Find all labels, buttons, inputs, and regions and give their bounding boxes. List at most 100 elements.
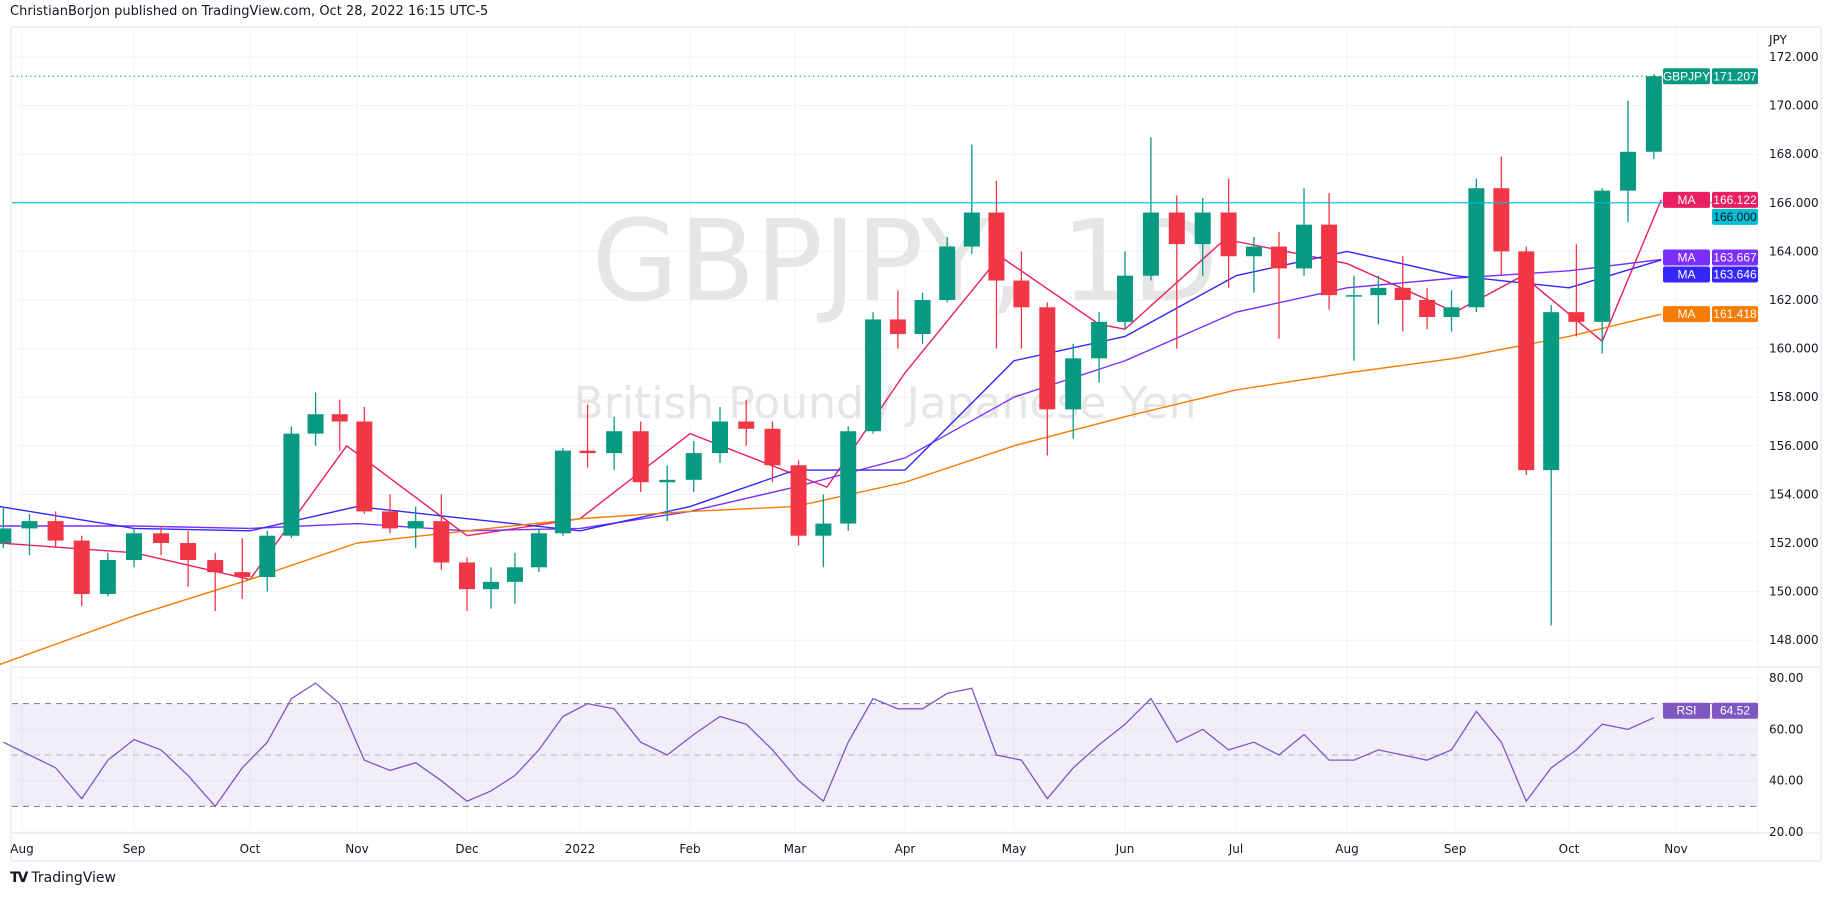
candle-body [914, 300, 931, 335]
candle-body [1419, 300, 1436, 318]
time-tick-label: Jul [1228, 842, 1243, 856]
candle-body [1142, 212, 1159, 276]
ma200-value: 161.418 [1713, 307, 1757, 321]
candle [1168, 195, 1185, 349]
candle [356, 406, 373, 514]
candle [865, 312, 882, 434]
candle-body [99, 560, 116, 595]
candle [1493, 156, 1510, 276]
time-tick-label: Sep [123, 842, 146, 856]
ma100-value-tag [1712, 249, 1758, 266]
candle [1270, 231, 1287, 339]
candle [506, 552, 523, 604]
candle [207, 552, 224, 612]
candle [153, 525, 170, 556]
candle [1568, 244, 1585, 337]
price-tick-label: 164.000 [1769, 244, 1819, 258]
ma50-value: 163.646 [1713, 267, 1757, 281]
candle-body [1568, 312, 1585, 322]
candle-body [1039, 307, 1056, 410]
tradingview-logo[interactable]: TV TradingView [10, 870, 116, 886]
candle [764, 421, 781, 483]
candle-body [1117, 275, 1133, 322]
candle [914, 292, 931, 344]
candle [738, 399, 755, 446]
candle-body [259, 535, 276, 578]
candle-body [21, 521, 38, 529]
candle-body [1518, 251, 1535, 471]
candle-body [1394, 287, 1411, 300]
candle [1620, 100, 1637, 223]
last-price-label-tag [1663, 68, 1710, 85]
candle-body [1493, 188, 1510, 252]
candle [530, 528, 547, 573]
candle-body [963, 212, 980, 247]
time-tick-label: Aug [10, 842, 33, 856]
candle [1142, 137, 1159, 281]
price-tick-label: 152.000 [1769, 536, 1819, 550]
ma20-label: MA [1678, 193, 1696, 207]
price-tags: GBPJPY 171.207 MA 166.122 166.000 MA 163.667 MA… [1663, 68, 1758, 719]
candle-body [1443, 307, 1460, 318]
candle-body [865, 319, 882, 432]
price-tick-label: 166.000 [1769, 196, 1819, 210]
candle [1419, 287, 1436, 330]
candle [234, 538, 251, 599]
last-price-value-tag [1712, 68, 1758, 85]
candle [0, 506, 12, 548]
last-price-value: 171.207 [1713, 69, 1757, 83]
candle-body [606, 431, 623, 454]
candle [1091, 312, 1108, 383]
candle-body [207, 560, 224, 573]
candle [685, 440, 702, 492]
candle-body [482, 581, 499, 590]
candle [889, 290, 906, 349]
candle-body [1468, 188, 1485, 308]
hline-value: 166.000 [1713, 210, 1757, 224]
candle-body [764, 428, 781, 466]
ma20-label-tag [1663, 191, 1710, 208]
candle-body [331, 414, 348, 422]
axes: 172.000 170.000 168.000 166.000 164.000 162.0… [10, 27, 1820, 856]
candle-body [307, 414, 324, 434]
candle-body [47, 521, 64, 541]
rsi-line [3, 682, 1655, 808]
candle [1543, 304, 1560, 626]
watermark-symbol: GBPJPY, 1D [592, 197, 1218, 327]
candle-body [459, 562, 475, 590]
candle [331, 399, 348, 451]
candle-body [1270, 246, 1287, 269]
candle-body [1345, 295, 1362, 297]
candle [1220, 178, 1237, 288]
rsi-pane [3, 682, 1758, 808]
candle-body [988, 212, 1005, 281]
candle-body [382, 511, 398, 529]
candle-body [738, 421, 755, 429]
time-tick-label: 2022 [565, 842, 596, 856]
ma50-label-tag [1663, 266, 1710, 283]
candle-body [73, 540, 90, 595]
candle-body [1245, 246, 1262, 257]
grid [12, 27, 1758, 833]
candle-body [790, 465, 807, 536]
candle-body [1543, 312, 1560, 471]
candle [1594, 188, 1611, 354]
candle-body [153, 533, 170, 543]
candle [407, 506, 424, 548]
candle-body [234, 572, 251, 578]
ma200-label: MA [1678, 307, 1696, 321]
ma-line-ma200 [0, 313, 1662, 666]
candle-body [433, 521, 450, 563]
candle-body [407, 521, 424, 529]
candle [554, 448, 571, 536]
ma50-value-tag [1712, 266, 1758, 283]
ma-line-ma20 [0, 199, 1662, 581]
tradingview-logo-text: TradingView [31, 870, 116, 886]
price-tick-label: 160.000 [1769, 342, 1819, 356]
candle [606, 416, 623, 471]
ma200-value-tag [1712, 306, 1758, 323]
time-tick-label: Oct [1559, 842, 1580, 856]
time-tick-label: Nov [1664, 842, 1687, 856]
candle-body [356, 421, 373, 512]
